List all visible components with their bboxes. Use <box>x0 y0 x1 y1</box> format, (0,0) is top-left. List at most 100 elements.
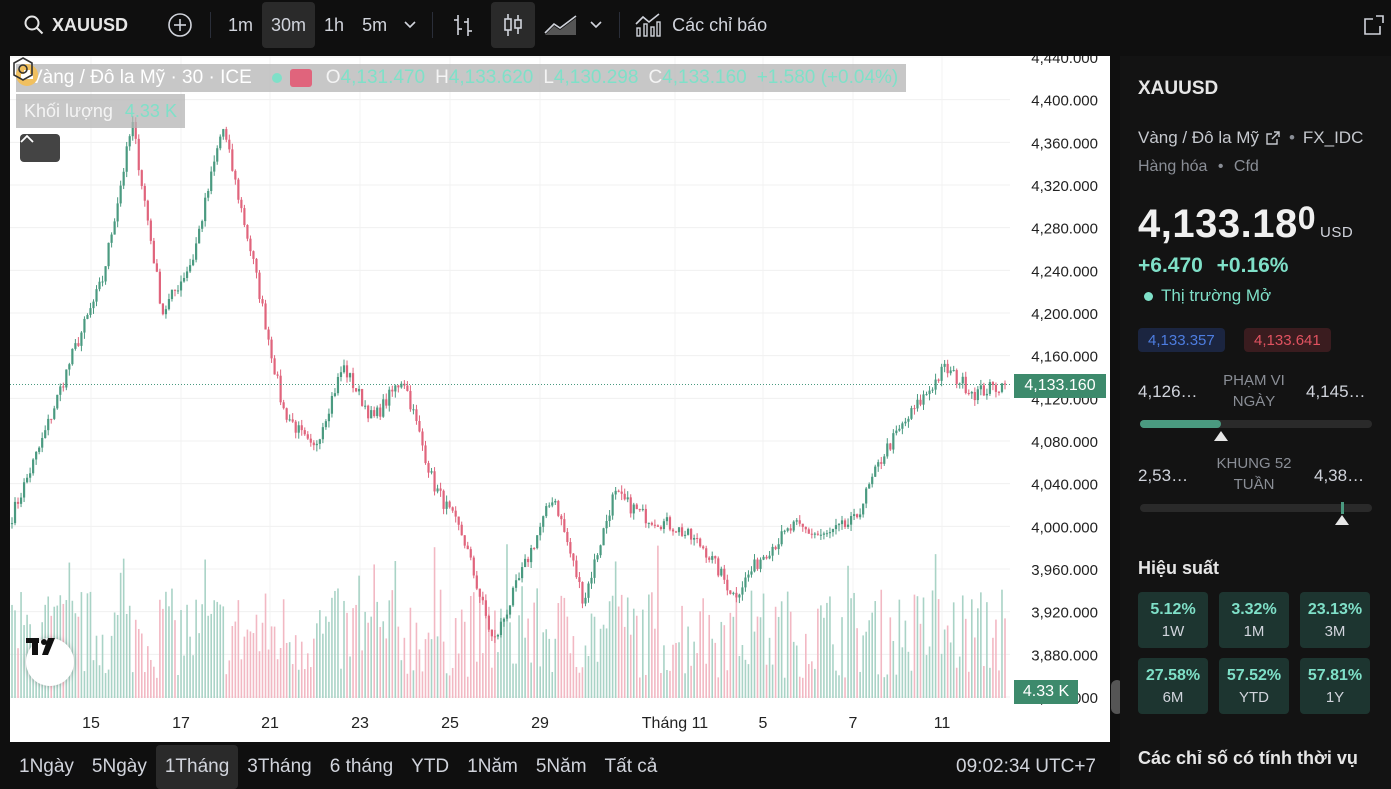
candle-body <box>614 490 617 495</box>
timeframe-30m[interactable]: 30m <box>262 2 316 48</box>
y-axis-label: 4,160.000 <box>1031 349 1098 366</box>
area-chart-type-button[interactable] <box>541 2 581 48</box>
panel-splitter[interactable] <box>1111 56 1117 789</box>
timeframe-5m[interactable]: 5m <box>362 14 388 35</box>
volume-bar <box>355 604 357 698</box>
volume-bar <box>967 671 970 698</box>
candle-body <box>1003 383 1007 385</box>
candle-body <box>653 524 656 526</box>
candle-body <box>741 587 744 595</box>
legend-title[interactable]: Vàng / Đô la Mỹ · 30 · ICE <box>30 67 252 88</box>
tradingview-logo[interactable] <box>26 638 74 686</box>
timeframe-dropdown[interactable] <box>396 2 424 48</box>
range-ytd[interactable]: YTD <box>411 756 450 777</box>
range-1m[interactable]: 1Tháng <box>155 745 239 789</box>
volume-bar <box>669 670 671 698</box>
week52-track <box>1140 502 1372 514</box>
volume-bar <box>590 613 593 698</box>
y-axis-label: 3,920.000 <box>1031 605 1098 622</box>
panel-category: Hàng hóa • Cfd <box>1138 158 1259 176</box>
range-3m[interactable]: 3Tháng <box>247 756 312 777</box>
volume-bar <box>243 636 246 698</box>
candle-body <box>502 618 506 622</box>
range-1d[interactable]: 1Ngày <box>19 756 74 777</box>
chart-type-dropdown[interactable] <box>581 2 611 48</box>
candle-body <box>964 376 967 393</box>
candle-body <box>677 527 681 533</box>
candle-body <box>32 459 35 474</box>
symbol-search-button[interactable]: XAUUSD <box>0 2 146 48</box>
candle-body <box>445 501 448 509</box>
compare-symbol-button[interactable] <box>158 2 202 48</box>
candle-body <box>548 505 551 507</box>
volume-bar <box>795 645 798 698</box>
volume-bar <box>32 673 34 698</box>
chart-canvas[interactable]: 4,440.000 4,400.000 4,360.000 4,320.000 4,28… <box>10 56 1110 742</box>
candle-body <box>324 421 327 428</box>
candle-body <box>865 488 868 504</box>
open-label: O <box>325 67 341 88</box>
volume-bar <box>134 619 137 698</box>
open-external-button[interactable] <box>1356 2 1391 48</box>
candle-body <box>988 382 992 394</box>
candle-body <box>659 526 663 530</box>
range-5y[interactable]: 5Năm <box>535 756 587 777</box>
candle-body <box>469 549 472 558</box>
external-link-icon[interactable] <box>1265 130 1281 146</box>
volume-bar <box>352 608 354 698</box>
timeframe-1h[interactable]: 1h <box>324 14 345 35</box>
volume-bar <box>385 638 388 698</box>
volume-bar <box>732 616 735 698</box>
candle-body <box>644 508 647 524</box>
candle-body <box>454 510 457 517</box>
bar-chart-type-button[interactable] <box>441 2 485 48</box>
range-6m[interactable]: 6 tháng <box>329 756 394 777</box>
volume-bar <box>883 677 886 698</box>
candle-body <box>527 558 530 563</box>
volume-bar <box>675 642 677 698</box>
volume-bar <box>439 589 442 698</box>
volume-bar <box>397 626 400 698</box>
timeframe-1m[interactable]: 1m <box>228 14 254 35</box>
change-value: +1.580 (+0.04%) <box>756 67 899 88</box>
tradingview-logo-icon <box>26 638 55 655</box>
y-axis-label: 4,000.000 <box>1031 519 1098 536</box>
clock-timezone[interactable]: 09:02:34 UTC+7 <box>956 756 1096 777</box>
flag-icon[interactable] <box>289 69 312 87</box>
panel-symbol[interactable]: XAUUSD <box>1138 78 1219 99</box>
candle-body <box>768 555 771 559</box>
candles-icon <box>504 14 522 36</box>
dot-separator: • <box>1288 128 1295 147</box>
range-5d[interactable]: 5Ngày <box>91 756 147 777</box>
candle-body <box>686 528 690 535</box>
candle-body <box>735 592 738 598</box>
volume-value: 4.33 K <box>124 100 177 121</box>
candle-body <box>466 545 469 550</box>
settings-icon[interactable] <box>10 56 36 82</box>
volume-legend[interactable]: Khối lượng 4.33 K <box>16 94 185 128</box>
indicators-button[interactable]: Các chỉ báo <box>628 2 773 48</box>
candle-body <box>696 538 699 540</box>
candle-body <box>487 615 490 630</box>
change-abs: +6.470 <box>1138 254 1203 277</box>
candle-body <box>460 524 463 536</box>
range-all[interactable]: Tất cả <box>604 756 658 777</box>
candle-body <box>886 443 889 457</box>
market-status[interactable]: Thị trường Mở <box>1144 286 1271 306</box>
price-chart[interactable]: 4,440.000 4,400.000 4,360.000 4,320.000 4,28… <box>10 56 1110 742</box>
candle-body <box>792 521 795 531</box>
range-1y[interactable]: 1Năm <box>467 756 518 777</box>
collapse-legend-button[interactable] <box>20 134 60 162</box>
candle-body <box>931 389 934 391</box>
candles-chart-type-button[interactable] <box>491 2 536 48</box>
volume-bar <box>460 609 463 698</box>
candle-body <box>388 389 391 406</box>
volume-bar <box>515 663 517 698</box>
chevron-up-icon <box>20 134 34 143</box>
candle-body <box>505 614 509 619</box>
close-value: 4,133.160 <box>662 67 747 88</box>
panel-description-text[interactable]: Vàng / Đô la Mỹ <box>1138 128 1259 147</box>
panel-source[interactable]: FX_IDC <box>1302 128 1364 147</box>
candle-body <box>671 529 675 532</box>
candle-body <box>729 590 732 594</box>
